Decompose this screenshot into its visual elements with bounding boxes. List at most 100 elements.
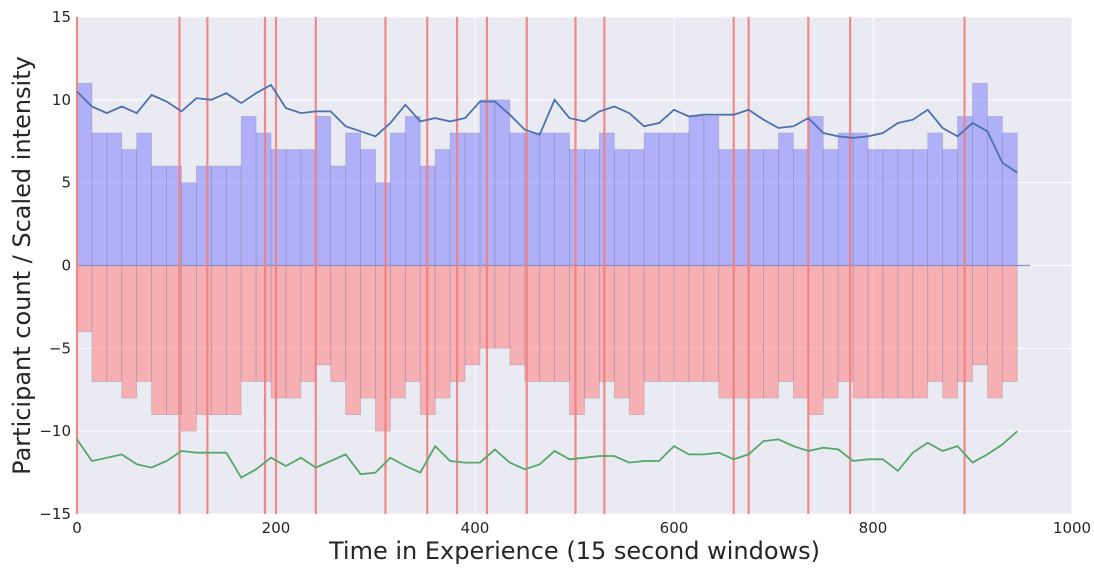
bar xyxy=(404,265,421,382)
bar xyxy=(315,116,332,266)
event-lines xyxy=(75,17,966,514)
bar xyxy=(255,132,272,266)
bar xyxy=(121,149,138,266)
bar xyxy=(509,132,526,266)
y-axis-label: Participant count / Scaled intensity xyxy=(8,56,36,475)
bar xyxy=(673,132,690,266)
bar xyxy=(1001,265,1018,382)
bar xyxy=(404,116,421,266)
bar xyxy=(300,265,317,382)
bar xyxy=(882,149,899,266)
bar xyxy=(807,265,824,416)
bar xyxy=(434,149,451,266)
bar xyxy=(76,265,93,333)
bar xyxy=(867,265,884,399)
bar xyxy=(195,165,212,266)
bar xyxy=(778,132,794,266)
bar xyxy=(539,265,555,382)
bar xyxy=(106,132,123,266)
x-tick-label: 800 xyxy=(859,519,888,537)
bar xyxy=(748,149,764,266)
bar xyxy=(613,149,630,266)
bar xyxy=(688,116,705,266)
bar xyxy=(822,149,839,266)
bar xyxy=(76,82,93,266)
bar xyxy=(807,116,824,266)
bar xyxy=(509,265,526,366)
bar xyxy=(763,265,779,399)
bar xyxy=(240,116,257,266)
bar xyxy=(360,265,376,399)
bar xyxy=(464,265,481,366)
bar xyxy=(240,265,257,382)
bar xyxy=(897,149,914,266)
bar xyxy=(151,165,167,266)
bar xyxy=(225,265,242,416)
series-line xyxy=(76,430,1018,479)
bar xyxy=(375,182,391,266)
bar xyxy=(733,149,750,266)
bar xyxy=(718,149,735,266)
y-tick-label: 15 xyxy=(52,8,71,26)
x-tick-labels: 0 200 400 600 800 1000 xyxy=(72,519,1091,537)
bar xyxy=(584,149,600,266)
bar xyxy=(390,132,406,266)
bar xyxy=(91,132,108,266)
bar xyxy=(1001,132,1018,266)
x-axis-label: Time in Experience (15 second windows) xyxy=(328,537,820,565)
y-tick-label: 5 xyxy=(61,174,71,192)
bar xyxy=(255,265,272,382)
y-tick-label: 0 xyxy=(61,257,71,275)
y-tick-labels: −15 −10 −5 0 5 10 15 xyxy=(39,8,71,523)
y-tick-label: 10 xyxy=(52,91,71,109)
bar xyxy=(658,265,675,382)
bar xyxy=(181,265,197,432)
bar xyxy=(270,149,287,266)
bar xyxy=(151,265,167,416)
bar xyxy=(912,265,929,399)
bar xyxy=(852,265,869,399)
bar xyxy=(793,265,809,399)
bar xyxy=(285,149,302,266)
bar xyxy=(643,132,660,266)
bar xyxy=(718,265,735,399)
bar xyxy=(225,165,242,266)
series-lines xyxy=(76,83,1018,479)
bar xyxy=(91,265,108,382)
bar xyxy=(136,132,153,266)
bar xyxy=(598,132,615,266)
bar xyxy=(987,265,1003,399)
bar xyxy=(927,132,944,266)
bar xyxy=(210,265,227,416)
bar xyxy=(195,265,212,416)
y-tick-label: −10 xyxy=(39,422,71,440)
bar xyxy=(882,265,899,399)
bar xyxy=(554,132,570,266)
bar xyxy=(658,132,675,266)
bar xyxy=(121,265,138,399)
bar xyxy=(360,149,376,266)
bar xyxy=(733,265,750,399)
bar xyxy=(703,116,720,266)
bar xyxy=(539,132,555,266)
bar xyxy=(330,265,347,382)
bar xyxy=(703,265,720,382)
bar xyxy=(972,82,988,266)
bar xyxy=(628,265,645,416)
bar xyxy=(569,149,585,266)
bar xyxy=(748,265,764,399)
bar xyxy=(464,132,481,266)
bar xyxy=(793,149,809,266)
bar xyxy=(613,265,630,399)
bar xyxy=(181,182,197,266)
bar xyxy=(927,265,944,382)
bar xyxy=(942,265,958,399)
negative-bars xyxy=(76,265,1018,432)
y-tick-label: −5 xyxy=(49,339,71,357)
bar xyxy=(897,265,914,399)
bar xyxy=(778,265,794,382)
bar xyxy=(494,265,511,349)
bar xyxy=(300,149,317,266)
bar xyxy=(912,149,929,266)
